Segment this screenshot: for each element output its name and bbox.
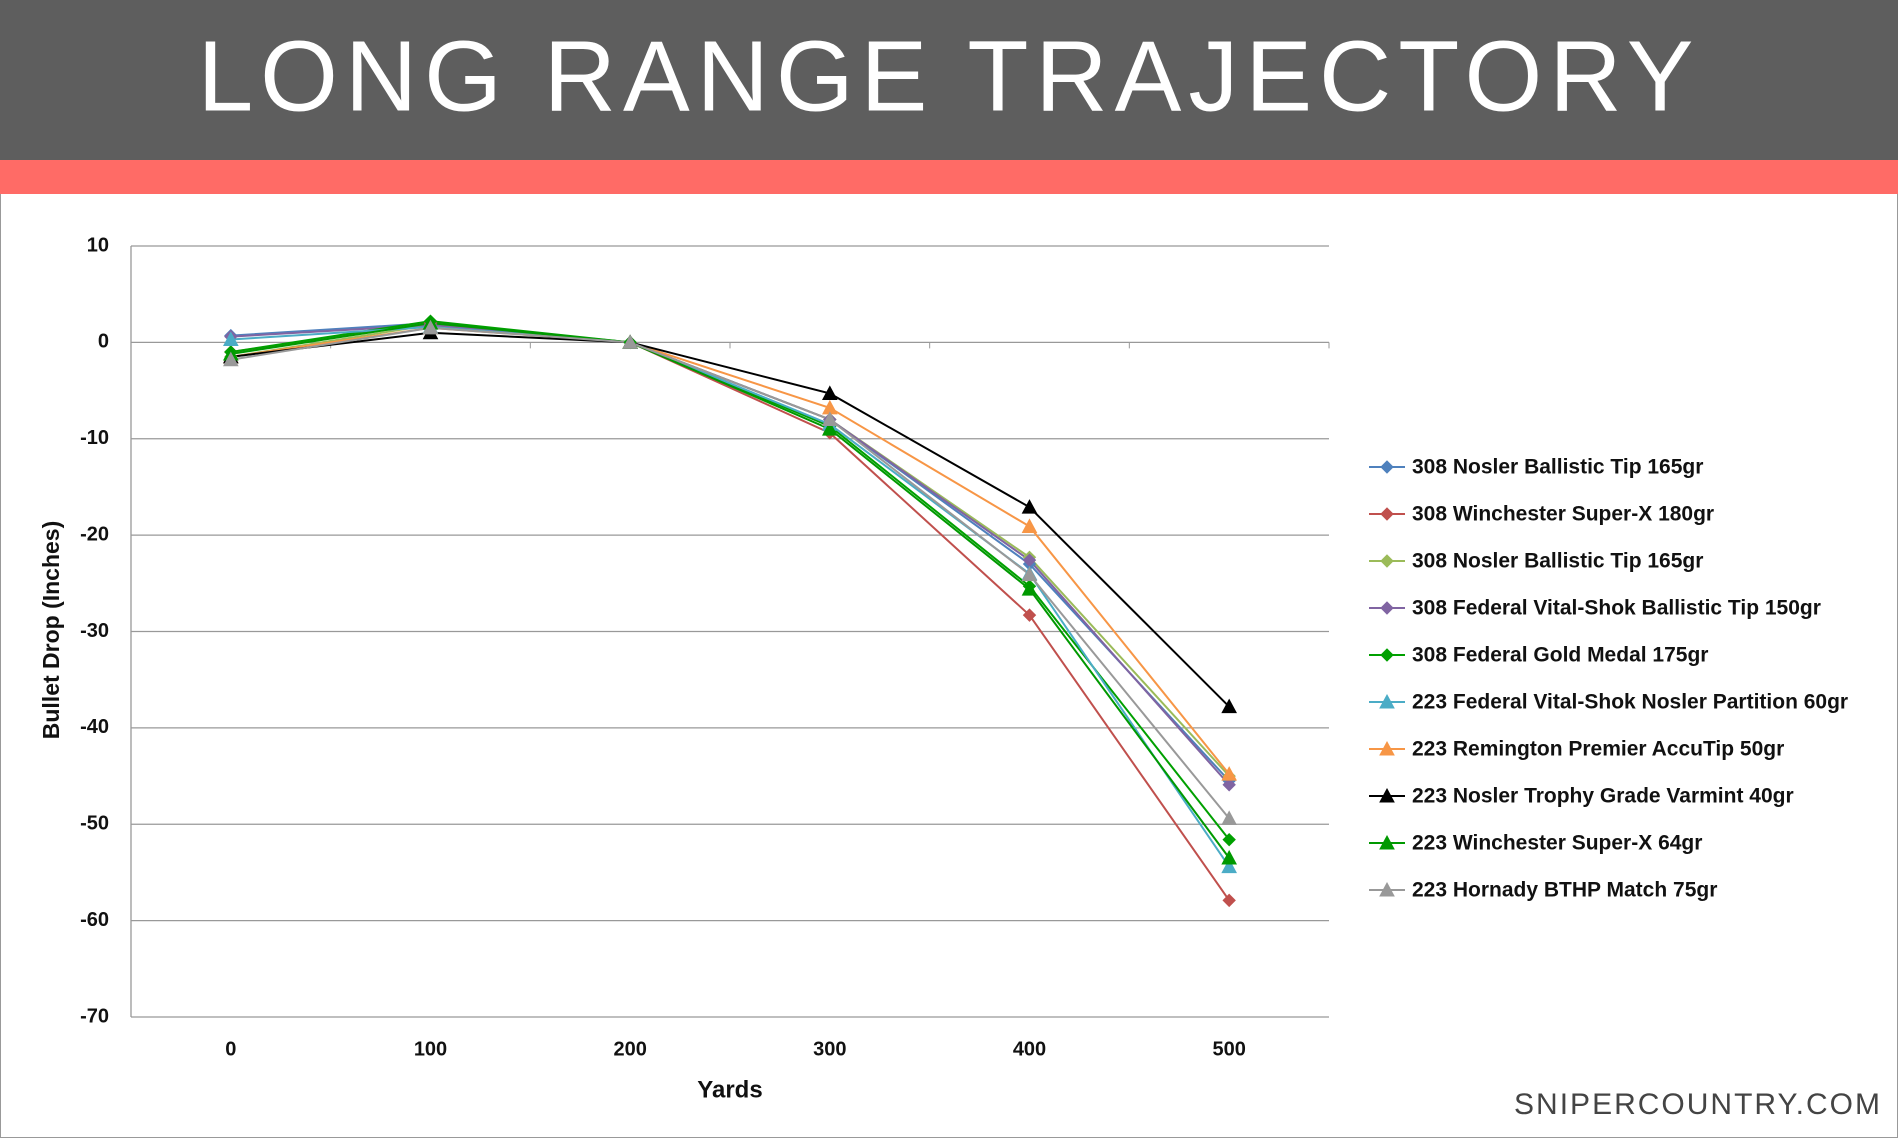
x-axis-label: Yards (697, 1076, 762, 1103)
legend-marker (1379, 834, 1395, 850)
legend-label: 308 Nosler Ballistic Tip 165gr (1412, 456, 1703, 479)
x-tick-label: 400 (1013, 1038, 1046, 1060)
legend-marker (1379, 693, 1395, 709)
legend-marker (1380, 507, 1394, 521)
legend-label: 223 Remington Premier AccuTip 50gr (1412, 738, 1784, 761)
x-tick-label: 0 (225, 1038, 236, 1060)
data-point (1221, 810, 1238, 825)
data-point (1021, 518, 1038, 533)
series-line (230, 322, 1230, 859)
legend-label: 308 Federal Vital-Shok Ballistic Tip 150… (1412, 597, 1821, 620)
legend-label: 223 Federal Vital-Shok Nosler Partition … (1412, 691, 1848, 714)
data-point (222, 351, 239, 367)
legend-label: 308 Nosler Ballistic Tip 165gr (1412, 550, 1703, 573)
legend-label: 223 Hornady BTHP Match 75gr (1412, 879, 1717, 902)
x-tick-label: 200 (613, 1038, 646, 1060)
accent-band (0, 160, 1898, 194)
y-tick-label: -30 (80, 620, 109, 642)
y-tick-label: -70 (80, 1005, 109, 1027)
y-tick-label: -20 (80, 523, 109, 545)
legend-marker (1379, 787, 1395, 803)
data-point (1021, 581, 1038, 596)
data-point (821, 385, 838, 400)
watermark: SNIPERCOUNTRY.COM (1514, 1088, 1882, 1121)
legend-label: 223 Winchester Super-X 64gr (1412, 832, 1702, 855)
legend-label: 308 Federal Gold Medal 175gr (1412, 644, 1708, 667)
legend-marker (1379, 740, 1395, 756)
y-tick-label: -10 (80, 427, 109, 449)
series-line (230, 331, 1230, 708)
data-point (222, 331, 239, 346)
legend-marker (1380, 648, 1394, 662)
header-band (0, 0, 1898, 160)
y-tick-label: -50 (80, 813, 109, 835)
legend-marker (1380, 554, 1394, 568)
data-point (422, 319, 439, 335)
x-tick-label: 300 (813, 1038, 846, 1060)
y-axis-label: Bullet Drop (Inches) (38, 521, 64, 740)
data-point (1221, 766, 1238, 781)
data-point (1021, 499, 1038, 514)
data-point (1222, 893, 1236, 908)
data-point (821, 421, 838, 436)
data-point (1222, 778, 1236, 792)
chart-title: LONG RANGE TRAJECTORY (198, 20, 1701, 132)
data-point (1221, 849, 1238, 865)
data-point (622, 334, 639, 349)
legend-marker (1380, 601, 1394, 615)
y-tick-label: 0 (98, 331, 109, 353)
x-tick-label: 500 (1212, 1038, 1245, 1060)
legend-marker (1380, 460, 1394, 474)
x-tick-label: 100 (414, 1038, 447, 1060)
data-point (1021, 566, 1038, 582)
legend-label: 308 Winchester Super-X 180gr (1412, 503, 1714, 526)
data-point (821, 411, 838, 426)
y-tick-label: -40 (80, 716, 109, 738)
y-tick-label: 10 (87, 234, 109, 256)
legend-marker (1379, 881, 1395, 897)
data-point (1221, 858, 1238, 874)
series-line (230, 326, 1230, 820)
data-point (1022, 608, 1037, 622)
data-point (1221, 698, 1238, 714)
data-point (1222, 832, 1236, 847)
legend-label: 223 Nosler Trophy Grade Varmint 40gr (1412, 785, 1794, 808)
y-tick-label: -60 (80, 909, 109, 931)
